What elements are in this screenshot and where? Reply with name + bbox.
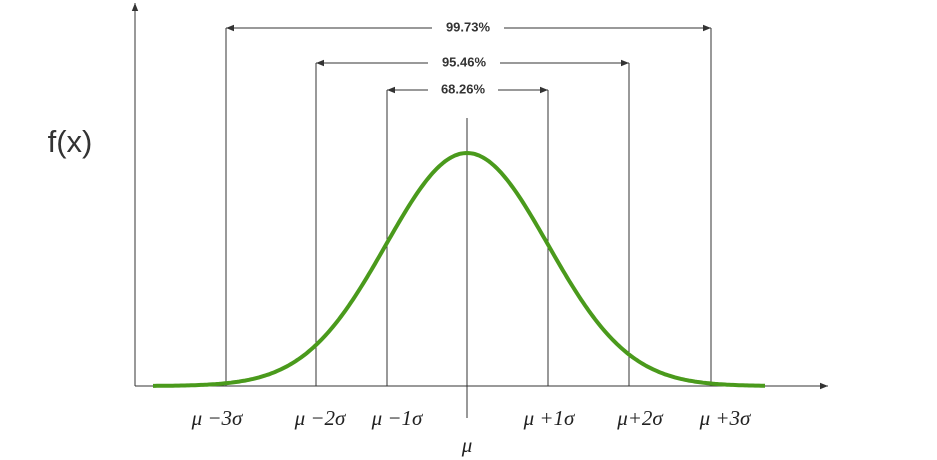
x-label: μ −1σ [371, 406, 424, 430]
interval-label: 99.73% [446, 19, 491, 34]
label-bg [428, 80, 498, 100]
y-axis-label: f(x) [48, 124, 93, 159]
normal-curve [153, 150, 765, 388]
label-bg [432, 18, 504, 38]
x-label: μ −2σ [294, 406, 347, 430]
mean-label: μ [461, 433, 473, 457]
x-label: μ +3σ [699, 406, 752, 430]
x-label: μ+2σ [616, 406, 664, 430]
x-label: μ +1σ [523, 406, 576, 430]
interval-label: 68.26% [441, 81, 486, 96]
sigma-lines [225, 28, 712, 418]
interval-label: 95.46% [442, 54, 487, 69]
label-bg [428, 53, 500, 73]
x-label: μ −3σ [191, 406, 244, 430]
